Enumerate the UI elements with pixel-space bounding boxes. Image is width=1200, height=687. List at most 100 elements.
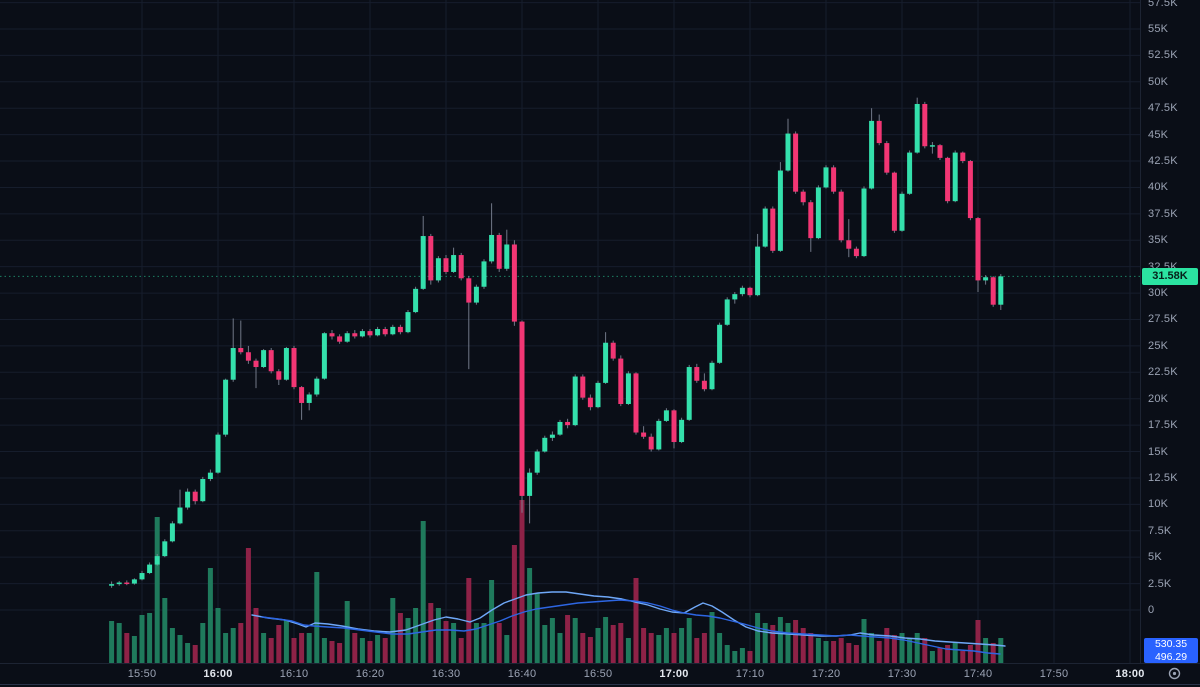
- price-tick-label: 37.5K: [1148, 207, 1178, 220]
- volume-bar: [359, 638, 365, 663]
- volume-bar: [109, 621, 115, 663]
- volume-bar: [390, 598, 396, 663]
- candle-body: [215, 434, 221, 473]
- candle-body: [109, 584, 115, 586]
- candle-body: [511, 244, 517, 322]
- candle-body: [618, 358, 624, 405]
- candle-body: [504, 244, 510, 269]
- candle-body: [648, 436, 654, 450]
- volume-bar: [489, 580, 495, 663]
- volume-bar: [124, 633, 130, 663]
- candle-body: [192, 491, 198, 502]
- price-tick-label: 52.5K: [1148, 49, 1178, 62]
- volume-bar: [853, 645, 859, 663]
- candle-body: [846, 240, 852, 249]
- volume-bar: [603, 617, 609, 663]
- price-tick-label: 47.5K: [1148, 102, 1178, 115]
- volume-bar: [413, 608, 419, 663]
- volume-bar: [200, 623, 206, 663]
- candle-body: [694, 367, 700, 381]
- volume-bar: [557, 633, 563, 663]
- volume-bar: [549, 618, 555, 663]
- candle-body: [519, 321, 525, 496]
- candle-body: [375, 328, 381, 336]
- time-tick-label: 17:30: [887, 668, 917, 680]
- volume-bar: [352, 633, 358, 663]
- candle-body: [587, 397, 593, 408]
- price-tick-label: 22.5K: [1148, 366, 1178, 379]
- volume-bar: [694, 638, 700, 663]
- candle-body: [815, 187, 821, 239]
- price-tick-label: 50K: [1148, 75, 1169, 88]
- volume-ma-labels: 530.35 496.29: [1144, 638, 1198, 663]
- candle-body: [458, 255, 464, 279]
- candle-body: [929, 145, 935, 147]
- time-tick-label: 17:20: [811, 668, 841, 680]
- candle-body: [337, 336, 343, 342]
- volume-bar: [876, 641, 882, 663]
- candle-body: [283, 348, 289, 380]
- volume-bar: [717, 633, 723, 663]
- candle-body: [732, 294, 738, 300]
- volume-bar: [983, 638, 989, 663]
- volume-bar: [907, 638, 913, 663]
- candle-body: [663, 410, 669, 421]
- volume-bar: [618, 623, 624, 663]
- volume-bar: [466, 578, 472, 663]
- volume-bar: [777, 617, 783, 663]
- volume-bar: [283, 620, 289, 663]
- volume-bar: [656, 635, 662, 663]
- time-tick-label: 17:50: [1039, 668, 1069, 680]
- candle-body: [131, 579, 137, 584]
- price-tick-label: 27.5K: [1148, 313, 1178, 326]
- candle-body: [739, 287, 745, 295]
- candle-body: [762, 208, 768, 247]
- volume-bar: [838, 638, 844, 663]
- volume-bar: [823, 641, 829, 663]
- volume-bar: [405, 618, 411, 663]
- price-tick-label: 35K: [1148, 234, 1169, 247]
- candle-body: [777, 170, 783, 251]
- candle-body: [481, 261, 487, 287]
- candle-body: [755, 246, 761, 296]
- candle-body: [937, 145, 943, 158]
- candle-body: [876, 120, 882, 144]
- price-tick-label: 5K: [1148, 551, 1162, 564]
- candle-body: [838, 191, 844, 241]
- volume-bar: [329, 641, 335, 663]
- price-tick-label: 42.5K: [1148, 155, 1178, 168]
- gear-icon[interactable]: [1164, 663, 1184, 683]
- time-tick-label: 16:30: [431, 668, 461, 680]
- candle-body: [139, 573, 145, 580]
- candle-body: [466, 278, 472, 303]
- volume-bar: [815, 638, 821, 663]
- volume-bar: [116, 623, 122, 663]
- price-tick-label: 10K: [1148, 498, 1169, 511]
- volume-bar: [473, 623, 479, 663]
- price-tick-label: 0: [1148, 604, 1155, 616]
- candle-body: [390, 326, 396, 335]
- candle-body: [549, 434, 555, 438]
- candle-body: [443, 258, 449, 272]
- candle-body: [709, 362, 715, 390]
- candle-body: [823, 167, 829, 188]
- price-tick-label: 40K: [1148, 181, 1169, 194]
- volume-bar: [382, 638, 388, 663]
- candle-body: [154, 556, 160, 565]
- volume-bar: [633, 578, 639, 663]
- candle-body: [473, 286, 479, 303]
- candle-body: [952, 152, 958, 202]
- volume-ma-slow-value: 496.29: [1144, 650, 1198, 663]
- candle-body: [793, 133, 799, 192]
- time-tick-label: 16:20: [355, 668, 385, 680]
- candle-body: [177, 507, 183, 524]
- volume-bar: [375, 635, 381, 663]
- volume-bar: [397, 613, 403, 663]
- candle-body: [230, 348, 236, 380]
- candle-body: [116, 582, 122, 585]
- volume-bar: [884, 628, 890, 663]
- candle-body: [344, 333, 350, 342]
- price-tick-label: 55K: [1148, 22, 1169, 35]
- volume-bar: [367, 641, 373, 663]
